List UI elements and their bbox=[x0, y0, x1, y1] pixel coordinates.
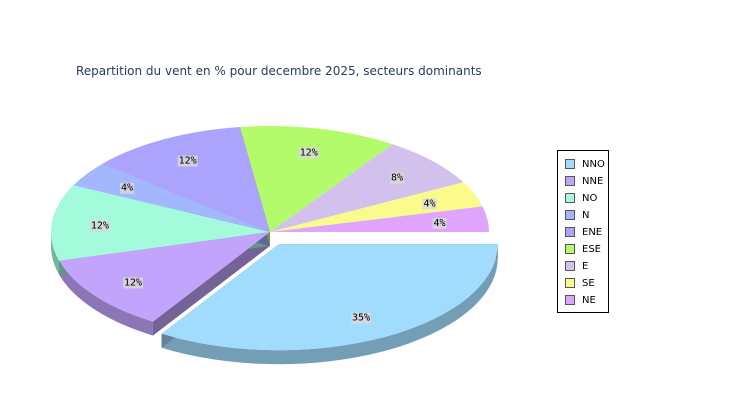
pie-edge-nne bbox=[152, 232, 270, 336]
legend-label: N bbox=[582, 209, 590, 221]
legend-swatch bbox=[565, 176, 575, 186]
pie-slice-e bbox=[270, 144, 464, 232]
pie-slice-nne bbox=[59, 232, 271, 322]
legend-label: NNE bbox=[582, 175, 604, 187]
pie-side-nno bbox=[161, 244, 498, 365]
slice-label-ne: 4% bbox=[434, 218, 446, 229]
legend-item-nne: NNE bbox=[565, 175, 603, 187]
pie-labels: 35% 12% 12% 4% 12% 12% 8% 4% 4% bbox=[89, 147, 447, 324]
pie-slice-n bbox=[73, 163, 270, 232]
slice-label-bg bbox=[123, 277, 144, 289]
pie-slice-nno bbox=[161, 244, 498, 351]
legend-item-ene: ENE bbox=[565, 226, 602, 238]
legend-item-se: SE bbox=[565, 277, 595, 289]
legend-swatch bbox=[565, 227, 575, 237]
legend-label: NE bbox=[582, 294, 596, 306]
pie-slice-ese bbox=[240, 126, 393, 232]
legend-swatch bbox=[565, 295, 575, 305]
pie-tops bbox=[50, 126, 498, 351]
slice-label-bg bbox=[390, 172, 405, 184]
legend-swatch bbox=[565, 210, 575, 220]
legend-item-nno: NNO bbox=[565, 158, 605, 170]
pie-slice-ene bbox=[102, 126, 271, 232]
slice-label-ese: 12% bbox=[300, 147, 318, 158]
legend-swatch bbox=[565, 193, 575, 203]
legend-item-no: NO bbox=[565, 192, 597, 204]
pie-side-nne bbox=[59, 260, 153, 336]
legend-label: ENE bbox=[582, 226, 603, 238]
slice-label-n: 4% bbox=[121, 183, 133, 194]
slice-label-bg bbox=[120, 182, 135, 194]
pie-slice-se bbox=[270, 182, 483, 232]
legend-item-ne: NE bbox=[565, 294, 596, 306]
pie-side-no bbox=[51, 232, 60, 275]
legend-label: SE bbox=[582, 277, 595, 289]
slice-label-se: 4% bbox=[423, 198, 435, 209]
slice-label-nne: 12% bbox=[124, 277, 142, 288]
legend-label: E bbox=[582, 260, 589, 272]
legend-label: NNO bbox=[582, 158, 605, 170]
slice-label-bg bbox=[351, 312, 372, 324]
slice-label-bg bbox=[298, 147, 319, 159]
slice-label-nno: 35% bbox=[352, 313, 370, 324]
legend-swatch bbox=[565, 244, 575, 254]
legend-swatch bbox=[565, 159, 575, 169]
pie-slice-no bbox=[50, 185, 271, 261]
slice-label-bg bbox=[422, 198, 437, 210]
legend: NNO NNE NO N ENE ESE E SE NE bbox=[557, 150, 609, 313]
slice-label-no: 12% bbox=[91, 220, 109, 231]
slice-label-ene: 12% bbox=[179, 156, 197, 167]
chart-title: Repartition du vent en % pour decembre 2… bbox=[76, 64, 482, 78]
slice-label-bg bbox=[89, 220, 110, 232]
slice-label-bg bbox=[177, 155, 198, 167]
legend-item-ese: ESE bbox=[565, 243, 601, 255]
legend-label: ESE bbox=[582, 243, 601, 255]
slice-label-bg bbox=[432, 217, 447, 229]
legend-label: NO bbox=[582, 192, 598, 204]
legend-swatch bbox=[565, 261, 575, 271]
slice-label-e: 8% bbox=[391, 173, 403, 184]
legend-item-e: E bbox=[565, 260, 588, 272]
legend-item-n: N bbox=[565, 209, 589, 221]
legend-swatch bbox=[565, 278, 575, 288]
